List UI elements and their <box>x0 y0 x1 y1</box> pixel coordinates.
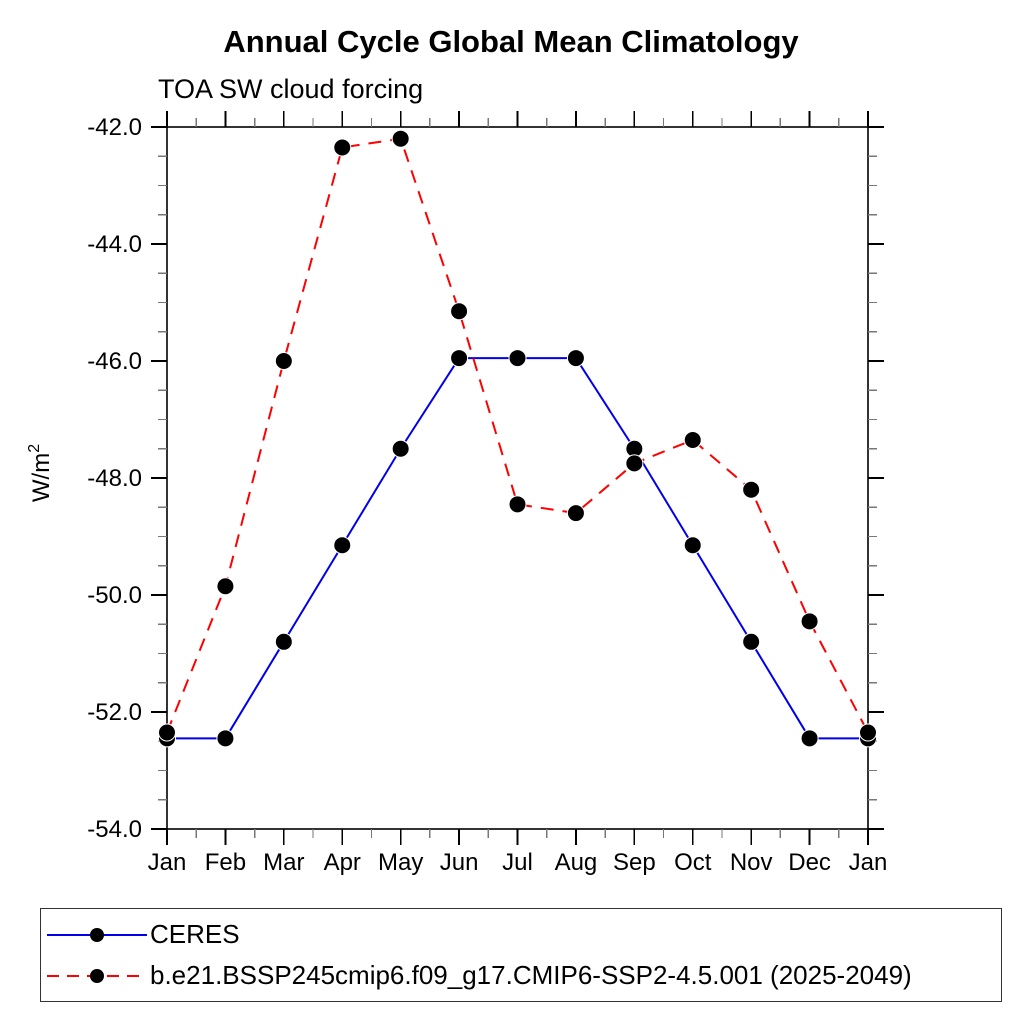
legend-swatch-marker-0 <box>90 927 104 942</box>
data-point-marker-series-1 <box>391 129 410 148</box>
series-line-0 <box>167 357 868 740</box>
data-point-marker-series-0 <box>450 349 469 368</box>
data-point-marker-series-0 <box>216 729 235 748</box>
data-point-marker-series-1 <box>450 302 469 321</box>
data-point-marker-series-1 <box>683 430 702 449</box>
y-axis-tick-label: -54.0 <box>87 816 142 843</box>
y-axis-tick-label: -42.0 <box>87 114 142 141</box>
x-axis-month-label: Jan <box>849 849 888 876</box>
data-point-marker-series-1 <box>625 454 644 473</box>
data-point-marker-series-1 <box>742 480 761 499</box>
x-axis-month-label: Aug <box>555 849 598 876</box>
x-axis-month-label: Mar <box>263 849 304 876</box>
data-point-marker-series-0 <box>508 349 527 368</box>
x-axis-month-label: Feb <box>205 849 246 876</box>
data-point-marker-series-0 <box>566 349 585 368</box>
data-point-marker-series-1 <box>859 723 877 742</box>
y-axis-tick-label: -44.0 <box>87 231 142 258</box>
x-axis-month-label: Oct <box>674 849 712 876</box>
x-axis-month-label: Jan <box>148 849 187 876</box>
x-axis-month-label: May <box>378 849 423 876</box>
x-axis-month-label: Sep <box>613 849 656 876</box>
data-point-marker-series-0 <box>683 536 702 555</box>
data-point-marker-series-0 <box>333 536 352 555</box>
legend-label-model: b.e21.BSSP245cmip6.f09_g17.CMIP6-SSP2-4.… <box>150 960 912 990</box>
x-axis-month-label: Jun <box>440 849 479 876</box>
x-axis-month-label: Apr <box>324 849 361 876</box>
legend-swatch-marker-1 <box>90 968 104 983</box>
y-axis-tick-label: -50.0 <box>87 582 142 609</box>
legend-swatch-model <box>47 968 147 983</box>
data-point-marker-series-1 <box>800 612 819 631</box>
data-point-marker-series-1 <box>333 138 352 157</box>
legend-item-model: b.e21.BSSP245cmip6.f09_g17.CMIP6-SSP2-4.… <box>46 955 1001 996</box>
legend-label-ceres: CERES <box>150 919 240 949</box>
data-point-marker-series-1 <box>508 495 527 514</box>
data-point-marker-series-1 <box>216 577 235 596</box>
x-axis-month-label: Nov <box>730 849 773 876</box>
data-point-marker-series-0 <box>800 729 819 748</box>
data-point-marker-series-0 <box>274 632 293 651</box>
x-axis-month-label: Dec <box>788 849 831 876</box>
y-axis-tick-label: -52.0 <box>87 699 142 726</box>
y-axis-tick-label: -46.0 <box>87 348 142 375</box>
data-point-marker-series-0 <box>742 632 761 651</box>
legend-box: CERES b.e21.BSSP245cmip6.f09_g17.CMIP6-S… <box>40 908 1002 1002</box>
chart-title: Annual Cycle Global Mean Climatology <box>223 24 799 59</box>
chart-subtitle: TOA SW cloud forcing <box>158 74 424 104</box>
series-line-1 <box>166 137 869 733</box>
data-point-marker-series-1 <box>274 352 293 370</box>
data-point-marker-series-1 <box>566 504 585 523</box>
x-axis-month-label: Jul <box>502 849 533 876</box>
legend-swatch-ceres <box>47 927 147 942</box>
data-point-marker-series-1 <box>158 723 176 742</box>
legend-item-ceres: CERES <box>46 914 1001 955</box>
data-point-marker-series-0 <box>391 439 410 458</box>
y-axis-tick-label: -48.0 <box>87 465 142 492</box>
axis-frame <box>166 126 869 830</box>
